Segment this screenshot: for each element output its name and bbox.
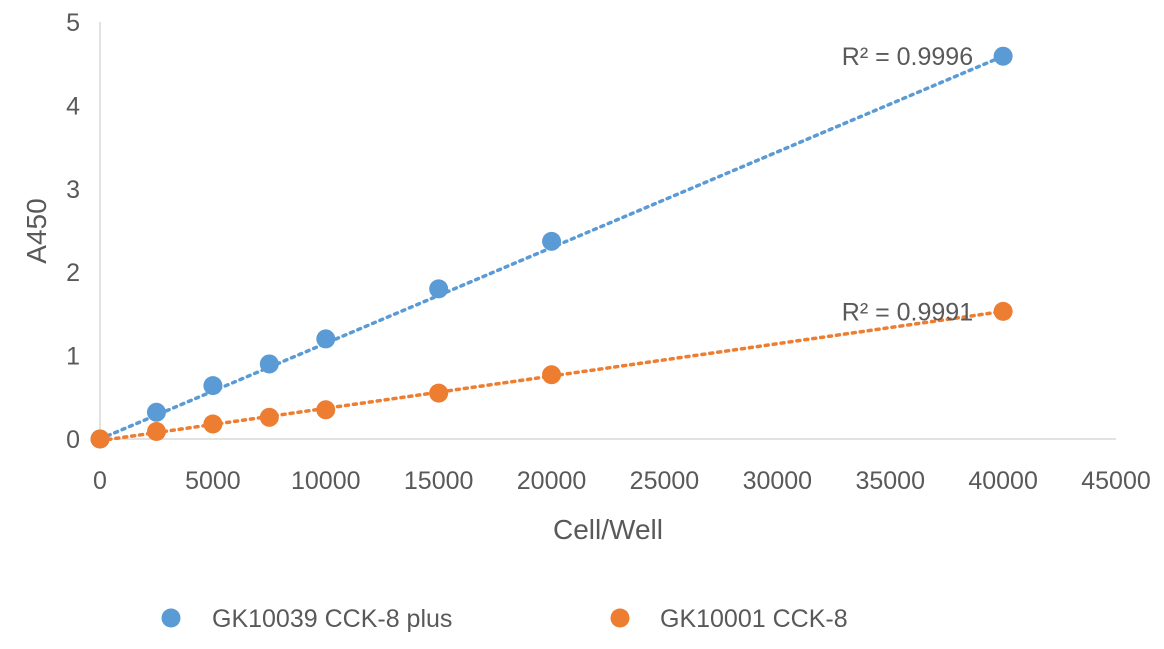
y-tick-label: 1: [66, 343, 80, 371]
x-tick-label: 45000: [1081, 467, 1151, 495]
x-tick-label: 25000: [630, 467, 700, 495]
y-tick-label: 0: [66, 426, 80, 454]
x-tick-label: 30000: [743, 467, 813, 495]
x-tick-label: 15000: [404, 467, 474, 495]
data-point-series-1: [429, 279, 449, 299]
data-point-series-1: [259, 354, 279, 374]
data-point-series-2: [203, 414, 223, 434]
data-point-series-2: [259, 407, 279, 427]
x-tick-label: 20000: [517, 467, 587, 495]
data-point-series-1: [542, 231, 562, 251]
legend: GK10039 CCK-8 plus GK10001 CCK-8: [161, 605, 848, 633]
x-axis-title: Cell/Well: [553, 514, 663, 545]
data-points: [90, 46, 1013, 449]
data-point-series-2: [542, 365, 562, 385]
r2-label-series-1: R² = 0.9996: [842, 43, 973, 71]
legend-label-series-1: GK10039 CCK-8 plus: [212, 605, 452, 633]
annotations: R² = 0.9996 R² = 0.9991: [842, 43, 973, 326]
legend-marker-series-2: [610, 608, 630, 628]
x-tick-label: 0: [93, 467, 107, 495]
x-tick-label: 5000: [185, 467, 241, 495]
y-tick-label: 3: [66, 176, 80, 204]
data-point-series-1: [316, 329, 336, 349]
x-tick-label: 40000: [968, 467, 1038, 495]
data-point-series-1: [993, 46, 1013, 66]
y-tick-label: 4: [66, 92, 80, 120]
data-point-series-2: [146, 421, 166, 441]
data-point-series-1: [203, 376, 223, 396]
legend-label-series-2: GK10001 CCK-8: [660, 605, 848, 633]
data-point-series-1: [146, 402, 166, 422]
x-tick-label: 10000: [291, 467, 361, 495]
x-tick-label: 35000: [855, 467, 925, 495]
axes: 0 5000 10000 15000 20000 25000 30000 35000 40000…: [21, 9, 1151, 545]
y-tick-label: 2: [66, 259, 80, 287]
data-point-series-2: [90, 429, 110, 449]
r2-label-series-2: R² = 0.9991: [842, 298, 973, 326]
y-axis-title: A450: [21, 198, 52, 263]
y-tick-label: 5: [66, 9, 80, 37]
data-point-series-2: [993, 301, 1013, 321]
data-point-series-2: [429, 383, 449, 403]
data-point-series-2: [316, 400, 336, 420]
legend-marker-series-1: [161, 608, 181, 628]
